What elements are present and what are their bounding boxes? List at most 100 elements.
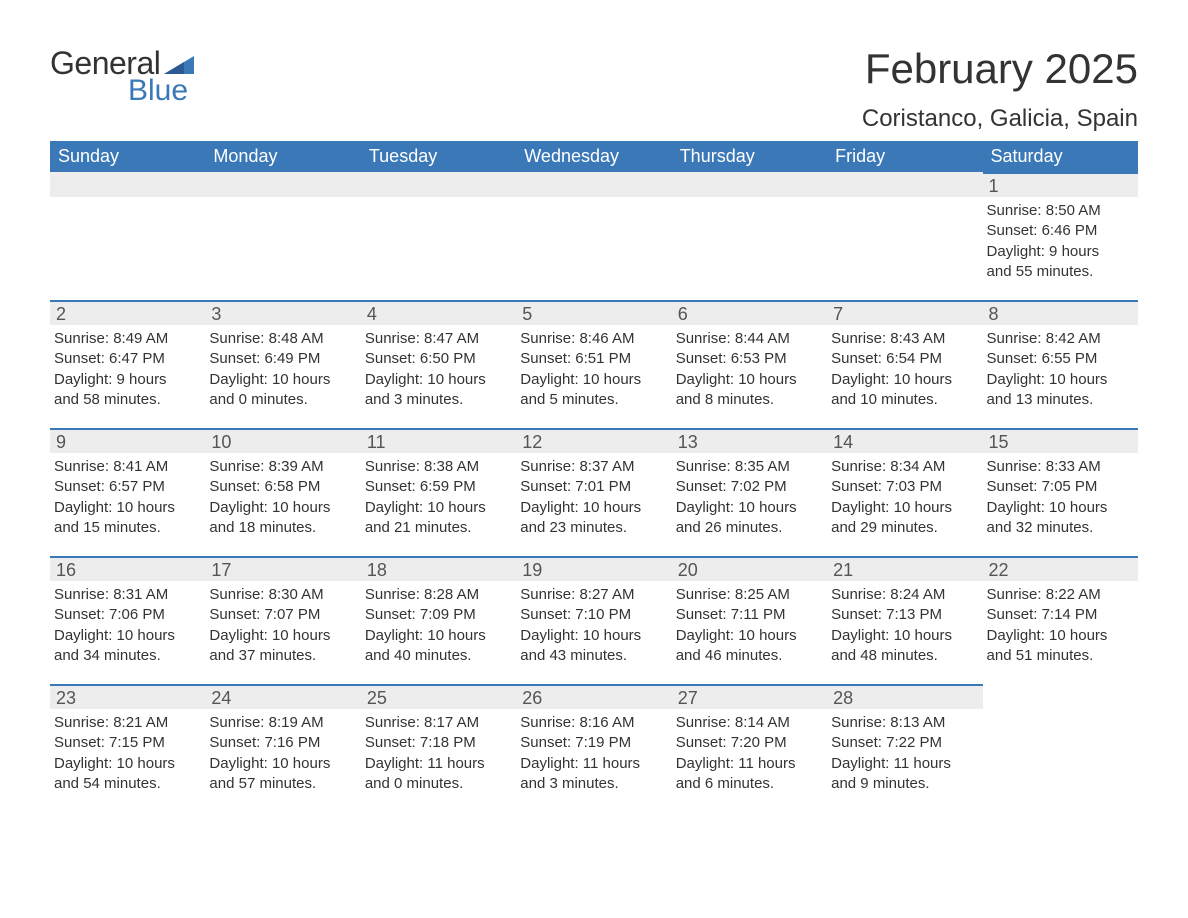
dow-cell: Thursday <box>672 141 827 172</box>
day-info-line: and 58 minutes. <box>54 390 201 410</box>
day-number: 24 <box>205 684 360 709</box>
day-info-line: and 8 minutes. <box>676 390 823 410</box>
day-info-line: Sunrise: 8:16 AM <box>520 713 667 733</box>
day-info: Sunrise: 8:13 AMSunset: 7:22 PMDaylight:… <box>827 709 982 798</box>
day-info-line: and 15 minutes. <box>54 518 201 538</box>
day-info: Sunrise: 8:21 AMSunset: 7:15 PMDaylight:… <box>50 709 205 798</box>
day-info-line: Sunset: 6:54 PM <box>831 349 978 369</box>
day-info: Sunrise: 8:35 AMSunset: 7:02 PMDaylight:… <box>672 453 827 542</box>
day-cell: 21Sunrise: 8:24 AMSunset: 7:13 PMDayligh… <box>827 556 982 684</box>
day-info-line: and 3 minutes. <box>365 390 512 410</box>
day-info: Sunrise: 8:44 AMSunset: 6:53 PMDaylight:… <box>672 325 827 414</box>
empty-day-bar <box>827 172 982 197</box>
day-info-line: Daylight: 10 hours <box>209 754 356 774</box>
day-info: Sunrise: 8:22 AMSunset: 7:14 PMDaylight:… <box>983 581 1138 670</box>
day-info-line: Sunset: 7:09 PM <box>365 605 512 625</box>
day-number: 12 <box>516 428 671 453</box>
day-cell <box>205 172 360 300</box>
day-info-line: Sunset: 7:05 PM <box>987 477 1134 497</box>
day-info-line: Sunset: 7:07 PM <box>209 605 356 625</box>
day-cell: 2Sunrise: 8:49 AMSunset: 6:47 PMDaylight… <box>50 300 205 428</box>
day-info-line: and 0 minutes. <box>365 774 512 794</box>
day-info-line: Daylight: 10 hours <box>831 626 978 646</box>
day-info-line: and 46 minutes. <box>676 646 823 666</box>
day-info-line: Sunrise: 8:41 AM <box>54 457 201 477</box>
day-number: 8 <box>983 300 1138 325</box>
day-cell: 20Sunrise: 8:25 AMSunset: 7:11 PMDayligh… <box>672 556 827 684</box>
dow-cell: Wednesday <box>516 141 671 172</box>
day-info-line: Sunset: 6:59 PM <box>365 477 512 497</box>
day-info-line: Sunset: 7:10 PM <box>520 605 667 625</box>
day-info-line: Daylight: 10 hours <box>54 498 201 518</box>
day-info-line: and 43 minutes. <box>520 646 667 666</box>
day-info-line: Sunset: 7:02 PM <box>676 477 823 497</box>
day-of-week-header: SundayMondayTuesdayWednesdayThursdayFrid… <box>50 141 1138 172</box>
day-number: 1 <box>983 172 1138 197</box>
day-info-line: Daylight: 10 hours <box>987 498 1134 518</box>
day-info-line: Sunset: 7:06 PM <box>54 605 201 625</box>
empty-day-bar <box>672 172 827 197</box>
day-info-line: and 54 minutes. <box>54 774 201 794</box>
day-cell: 27Sunrise: 8:14 AMSunset: 7:20 PMDayligh… <box>672 684 827 812</box>
day-number: 25 <box>361 684 516 709</box>
day-info-line: Sunset: 6:57 PM <box>54 477 201 497</box>
day-info-line: Sunrise: 8:49 AM <box>54 329 201 349</box>
day-info-line: Sunrise: 8:13 AM <box>831 713 978 733</box>
day-info-line: Daylight: 11 hours <box>365 754 512 774</box>
day-info-line: Sunrise: 8:34 AM <box>831 457 978 477</box>
day-info: Sunrise: 8:38 AMSunset: 6:59 PMDaylight:… <box>361 453 516 542</box>
day-info-line: Daylight: 10 hours <box>209 626 356 646</box>
day-info-line: Daylight: 11 hours <box>831 754 978 774</box>
day-number: 26 <box>516 684 671 709</box>
day-number: 16 <box>50 556 205 581</box>
day-info-line: Sunrise: 8:44 AM <box>676 329 823 349</box>
calendar: SundayMondayTuesdayWednesdayThursdayFrid… <box>50 141 1138 812</box>
dow-cell: Monday <box>205 141 360 172</box>
header: General Blue February 2025 Coristanco, G… <box>50 45 1138 133</box>
day-info-line: Daylight: 10 hours <box>365 498 512 518</box>
day-info-line: Sunrise: 8:22 AM <box>987 585 1134 605</box>
day-info: Sunrise: 8:37 AMSunset: 7:01 PMDaylight:… <box>516 453 671 542</box>
day-info-line: Sunset: 6:47 PM <box>54 349 201 369</box>
day-info-line: Daylight: 10 hours <box>54 754 201 774</box>
day-number: 17 <box>205 556 360 581</box>
day-info-line: and 9 minutes. <box>831 774 978 794</box>
day-info-line: Sunrise: 8:35 AM <box>676 457 823 477</box>
day-info: Sunrise: 8:41 AMSunset: 6:57 PMDaylight:… <box>50 453 205 542</box>
day-cell <box>983 684 1138 812</box>
day-number: 7 <box>827 300 982 325</box>
empty-day-bar <box>516 172 671 197</box>
day-info-line: and 55 minutes. <box>987 262 1134 282</box>
day-info-line: Sunrise: 8:24 AM <box>831 585 978 605</box>
day-info-line: Sunrise: 8:50 AM <box>987 201 1134 221</box>
day-info-line: and 40 minutes. <box>365 646 512 666</box>
day-number: 15 <box>983 428 1138 453</box>
day-info-line: and 3 minutes. <box>520 774 667 794</box>
day-info: Sunrise: 8:43 AMSunset: 6:54 PMDaylight:… <box>827 325 982 414</box>
logo: General Blue <box>50 45 194 108</box>
day-info: Sunrise: 8:16 AMSunset: 7:19 PMDaylight:… <box>516 709 671 798</box>
day-info-line: Sunset: 6:49 PM <box>209 349 356 369</box>
day-info-line: and 23 minutes. <box>520 518 667 538</box>
day-number: 5 <box>516 300 671 325</box>
day-cell: 12Sunrise: 8:37 AMSunset: 7:01 PMDayligh… <box>516 428 671 556</box>
day-info-line: and 13 minutes. <box>987 390 1134 410</box>
day-info-line: and 32 minutes. <box>987 518 1134 538</box>
day-number: 22 <box>983 556 1138 581</box>
day-info-line: Daylight: 10 hours <box>365 626 512 646</box>
day-info-line: Sunrise: 8:33 AM <box>987 457 1134 477</box>
day-info-line: Sunrise: 8:46 AM <box>520 329 667 349</box>
calendar-week: 1Sunrise: 8:50 AMSunset: 6:46 PMDaylight… <box>50 172 1138 300</box>
day-info-line: Daylight: 10 hours <box>520 626 667 646</box>
empty-day-bar <box>361 172 516 197</box>
day-info-line: Sunset: 7:15 PM <box>54 733 201 753</box>
day-cell: 26Sunrise: 8:16 AMSunset: 7:19 PMDayligh… <box>516 684 671 812</box>
day-info: Sunrise: 8:42 AMSunset: 6:55 PMDaylight:… <box>983 325 1138 414</box>
day-info: Sunrise: 8:47 AMSunset: 6:50 PMDaylight:… <box>361 325 516 414</box>
day-cell: 23Sunrise: 8:21 AMSunset: 7:15 PMDayligh… <box>50 684 205 812</box>
empty-day-bar <box>205 172 360 197</box>
day-info: Sunrise: 8:17 AMSunset: 7:18 PMDaylight:… <box>361 709 516 798</box>
day-info-line: Sunrise: 8:28 AM <box>365 585 512 605</box>
day-info-line: Daylight: 10 hours <box>676 626 823 646</box>
dow-cell: Saturday <box>983 141 1138 172</box>
